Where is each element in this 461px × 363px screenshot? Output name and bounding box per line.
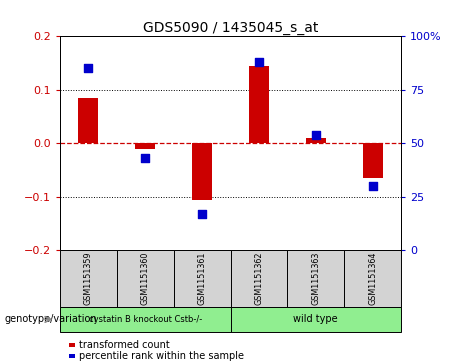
- Bar: [69, 343, 75, 347]
- Text: GSM1151362: GSM1151362: [254, 252, 263, 305]
- Point: [142, 155, 149, 161]
- Point: [85, 65, 92, 71]
- Bar: [287, 250, 344, 307]
- Point: [312, 132, 319, 138]
- Point: [198, 211, 206, 217]
- Text: transformed count: transformed count: [79, 340, 170, 350]
- Bar: [135, 143, 155, 149]
- Text: wild type: wild type: [294, 314, 338, 325]
- Bar: [60, 250, 117, 307]
- Point: [369, 183, 376, 189]
- Text: GSM1151360: GSM1151360: [141, 252, 150, 305]
- Bar: [230, 250, 287, 307]
- Bar: [60, 307, 230, 332]
- Bar: [344, 250, 401, 307]
- Text: GSM1151363: GSM1151363: [311, 252, 320, 305]
- Bar: [174, 250, 230, 307]
- Text: GSM1151364: GSM1151364: [368, 252, 377, 305]
- Text: GSM1151361: GSM1151361: [198, 252, 207, 305]
- Bar: [306, 138, 326, 143]
- Point: [255, 59, 263, 65]
- Bar: [230, 307, 401, 332]
- Bar: [363, 143, 383, 178]
- Title: GDS5090 / 1435045_s_at: GDS5090 / 1435045_s_at: [143, 21, 318, 35]
- Bar: [78, 98, 98, 143]
- Bar: [117, 250, 174, 307]
- Text: GSM1151359: GSM1151359: [84, 252, 93, 305]
- Bar: [249, 66, 269, 143]
- Text: cystatin B knockout Cstb-/-: cystatin B knockout Cstb-/-: [89, 315, 202, 324]
- Text: percentile rank within the sample: percentile rank within the sample: [79, 351, 244, 361]
- Bar: [69, 354, 75, 358]
- Bar: [192, 143, 212, 200]
- Text: genotype/variation: genotype/variation: [5, 314, 97, 325]
